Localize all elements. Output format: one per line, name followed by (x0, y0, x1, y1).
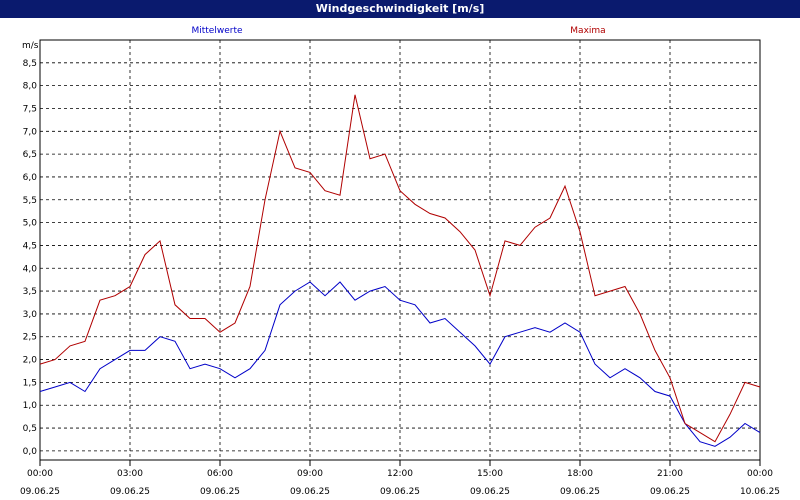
y-tick-label: 2,5 (23, 333, 37, 343)
series-line-mittelwerte (39, 281, 761, 447)
x-tick-time: 03:00 (117, 469, 143, 479)
x-tick-date: 09.06.25 (20, 487, 60, 497)
legend-maxima: Maxima (570, 26, 605, 36)
series-line-maxima (39, 94, 761, 443)
x-axis-ticks: 00:00 09.06.25 03:00 09.06.25 06:00 09.06.25 0… (20, 460, 780, 497)
y-tick-label: 7,5 (23, 104, 37, 114)
y-tick-label: 7,0 (23, 127, 38, 137)
x-tick-date: 10.06.25 (740, 487, 780, 497)
x-tick-time: 09:00 (297, 469, 323, 479)
x-tick-time: 00:00 (747, 469, 773, 479)
legend-mittelwerte: Mittelwerte (191, 26, 242, 36)
y-tick-label: 0,0 (23, 447, 38, 457)
x-tick-date: 09.06.25 (110, 487, 150, 497)
x-tick-time: 00:00 (27, 469, 53, 479)
y-tick-label: 6,0 (23, 173, 38, 183)
y-tick-label: 0,5 (23, 424, 37, 434)
y-axis-ticks: 0,0 0,5 1,0 1,5 2,0 2,5 3,0 3,5 4,0 4,5 5,0 5,5 6,0 6… (23, 59, 38, 457)
y-tick-label: 3,5 (23, 287, 37, 297)
y-axis-label: m/s (22, 41, 39, 51)
y-tick-label: 4,0 (23, 264, 38, 274)
x-tick-date: 09.06.25 (560, 487, 600, 497)
chart-area: 0,0 0,5 1,0 1,5 2,0 2,5 3,0 3,5 4,0 4,5 5,0 5,5 6,0 6… (20, 26, 780, 497)
y-tick-label: 8,0 (23, 82, 38, 92)
x-tick-time: 06:00 (207, 469, 233, 479)
y-tick-label: 8,5 (23, 59, 37, 69)
x-tick-date: 09.06.25 (650, 487, 690, 497)
y-tick-label: 4,5 (23, 241, 37, 251)
x-tick-date: 09.06.25 (200, 487, 240, 497)
chart-title: Windgeschwindigkeit [m/s] (0, 0, 800, 18)
chart-series (39, 94, 761, 447)
x-tick-date: 09.06.25 (290, 487, 330, 497)
x-tick-time: 15:00 (477, 469, 503, 479)
y-tick-label: 1,0 (23, 401, 38, 411)
y-tick-label: 1,5 (23, 378, 37, 388)
x-tick-time: 18:00 (567, 469, 593, 479)
y-tick-label: 3,0 (23, 310, 38, 320)
x-tick-date: 09.06.25 (470, 487, 510, 497)
x-tick-time: 21:00 (657, 469, 683, 479)
x-tick-date: 09.06.25 (380, 487, 420, 497)
y-tick-label: 2,0 (23, 356, 38, 366)
y-tick-label: 5,5 (23, 196, 37, 206)
y-tick-label: 5,0 (23, 219, 38, 229)
x-tick-time: 12:00 (387, 469, 413, 479)
y-tick-label: 6,5 (23, 150, 37, 160)
